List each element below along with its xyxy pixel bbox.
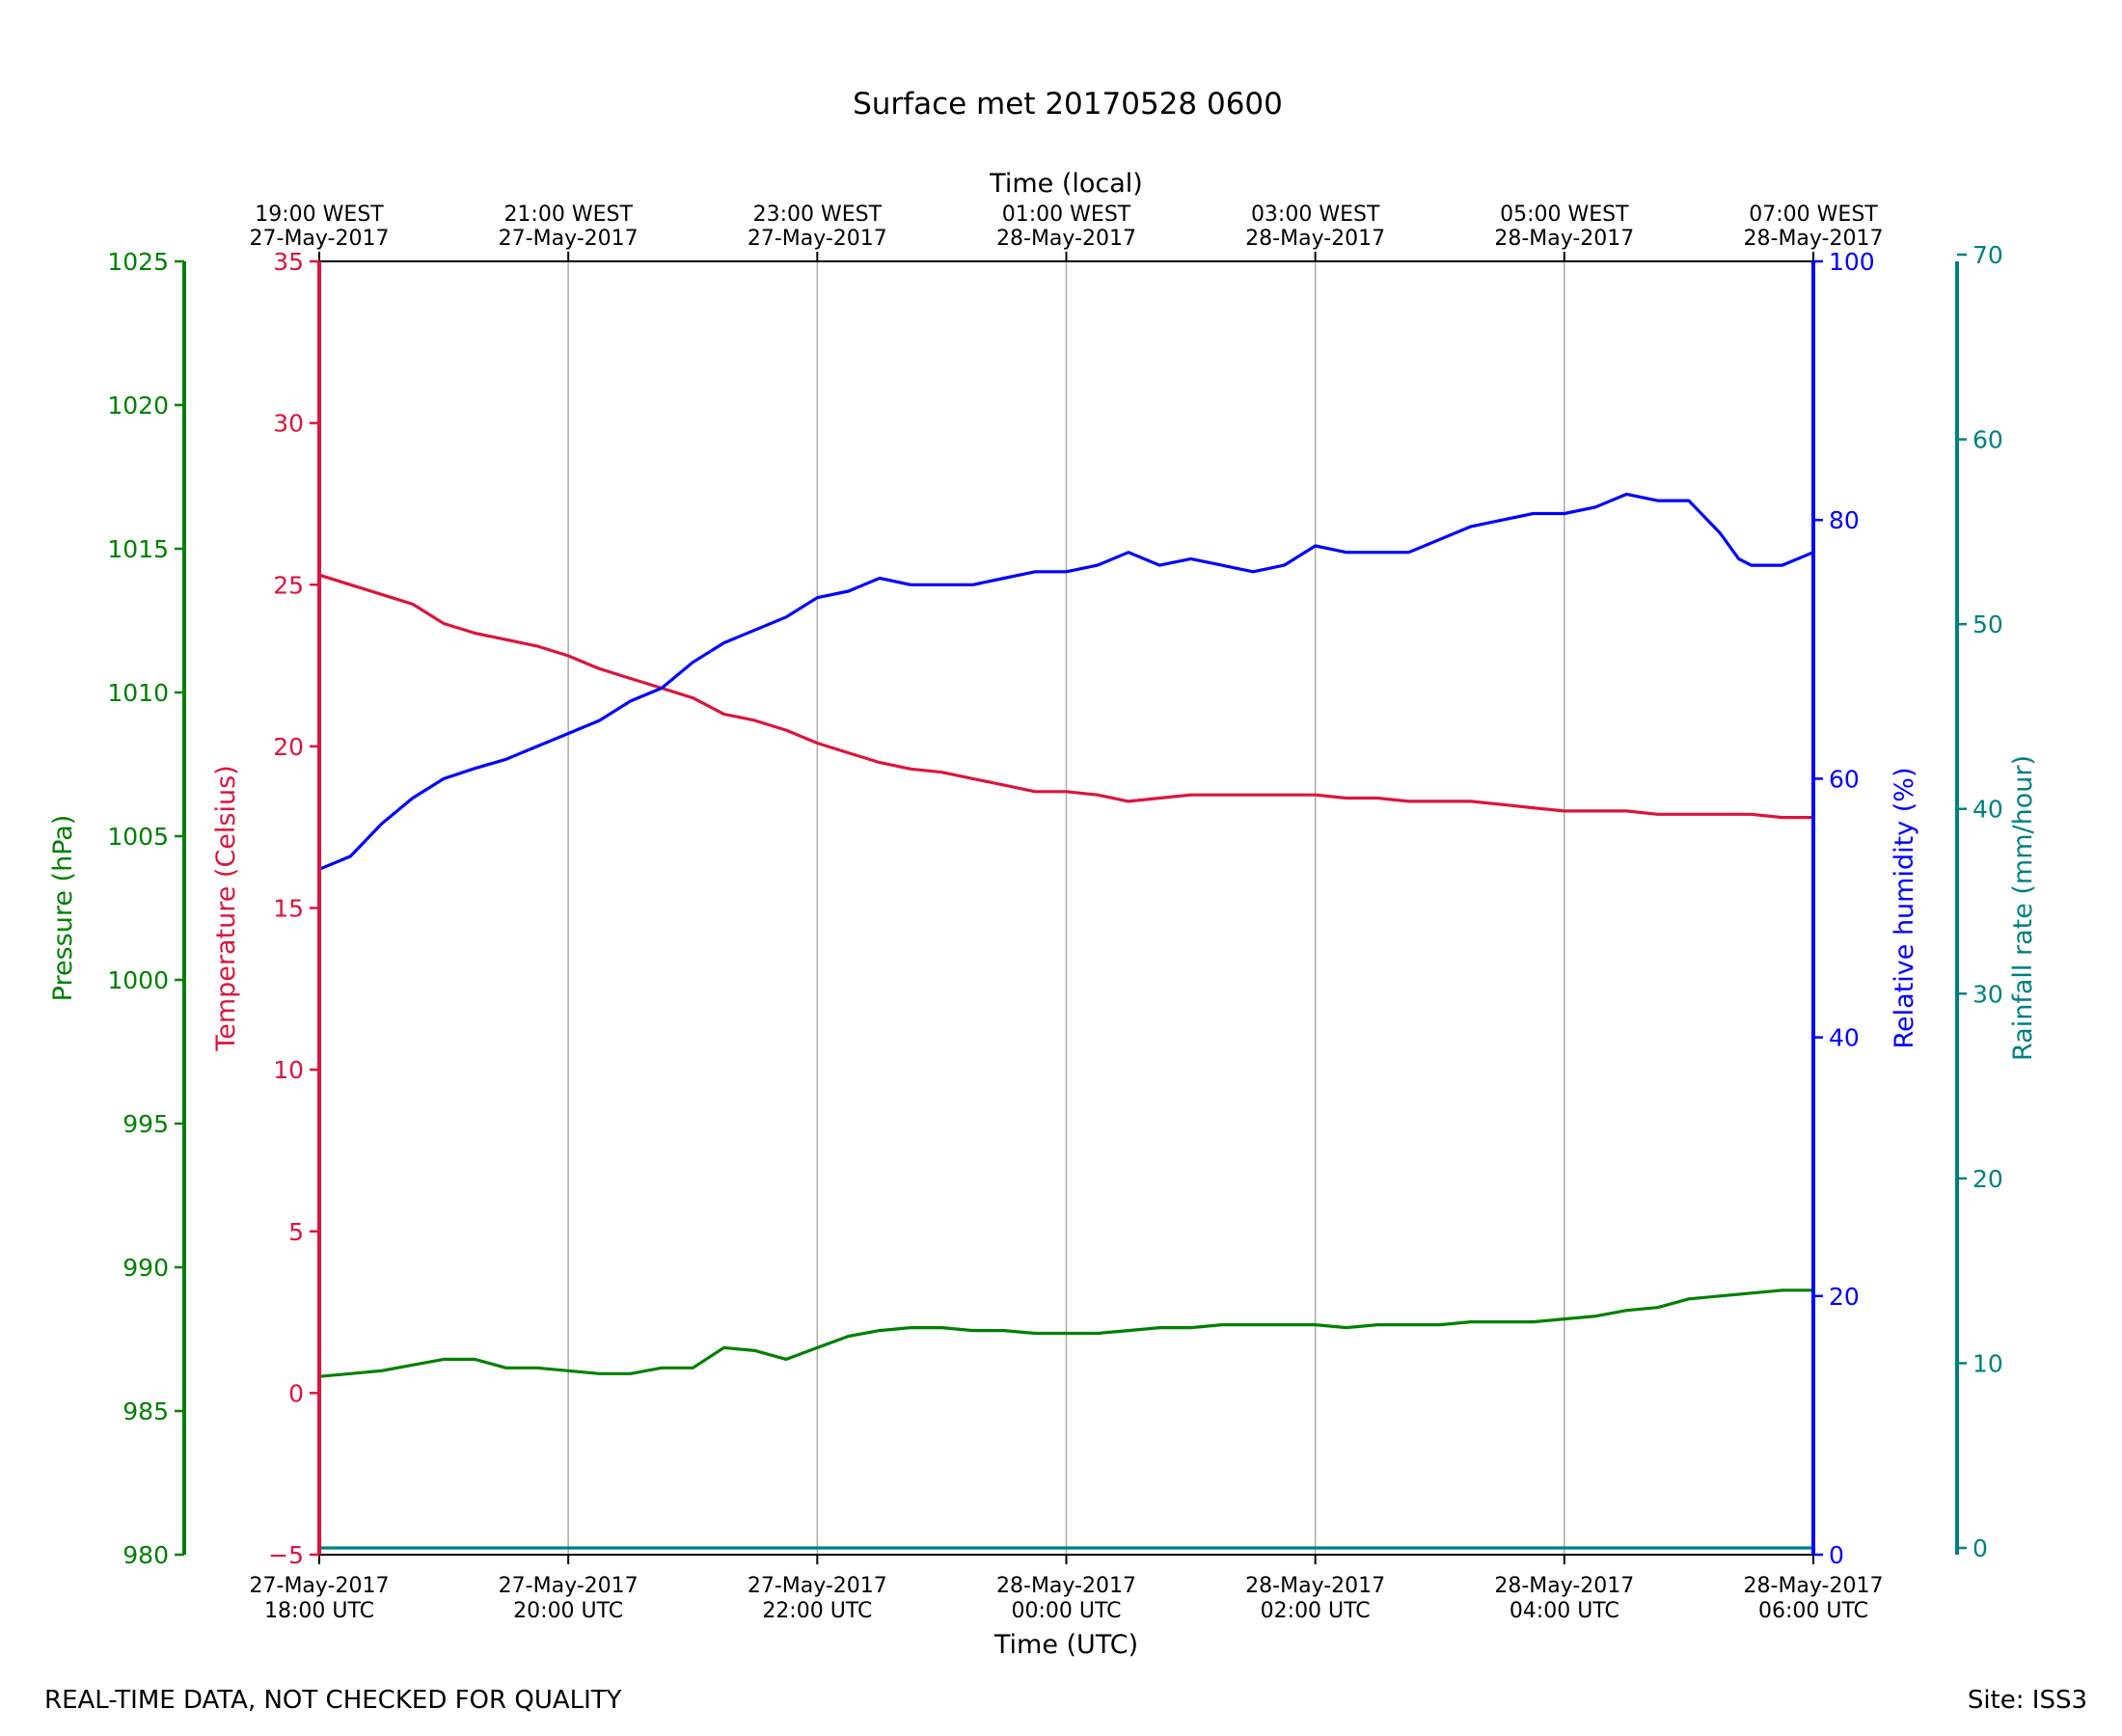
temperature-tick-label: 20 [273,733,304,761]
humidity-series-line [317,492,1815,871]
quality-disclaimer: REAL-TIME DATA, NOT CHECKED FOR QUALITY [44,1686,622,1715]
temperature-tick-label: −5 [268,1541,304,1569]
temperature-tick-label: 25 [273,571,304,599]
temperature-tick-label: 30 [273,410,304,438]
humidity-axis-label: Relative humidity (%) [1890,767,1919,1048]
rainfall-tick-label: 60 [1972,426,2003,454]
humidity-tick-label: 60 [1829,765,1860,793]
top-x-tick-label-date: 27-May-2017 [250,227,390,251]
pressure-tick-label: 1015 [107,535,169,563]
pressure-tick-label: 1005 [107,823,169,851]
temperature-tick-label: 15 [273,895,304,923]
series-layer [317,492,1815,1550]
x-tick-label-date: 28-May-2017 [1744,1574,1884,1598]
x-tick-label-date: 28-May-2017 [1245,1574,1385,1598]
temperature-tick-label: 35 [273,248,304,276]
humidity-tick-label: 40 [1829,1024,1860,1052]
temperature-series-line [317,573,1815,820]
x-tick-label-date: 28-May-2017 [1494,1574,1634,1598]
x-tick-label-time: 20:00 UTC [513,1599,623,1623]
top-x-tick-label-date: 28-May-2017 [1744,227,1884,251]
pressure-tick-label: 980 [122,1541,169,1569]
top-x-tick-label-time: 21:00 WEST [503,203,633,227]
x-tick-label-date: 28-May-2017 [996,1574,1136,1598]
rainfall-tick-label: 50 [1972,610,2003,638]
top-x-tick-label-date: 27-May-2017 [748,227,887,251]
temperature-tick-label: 0 [288,1379,304,1407]
rainfall-tick-label: 40 [1972,796,2003,824]
x-tick-label-date: 27-May-2017 [250,1574,390,1598]
rainfall-tick-label: 10 [1972,1349,2003,1377]
x-tick-label-time: 02:00 UTC [1261,1599,1371,1623]
temperature-tick-label: 5 [288,1218,304,1246]
top-x-axis-label: Time (local) [989,169,1143,199]
top-x-tick-label-time: 01:00 WEST [1002,203,1131,227]
humidity-tick-label: 100 [1829,248,1875,276]
x-tick-label-time: 00:00 UTC [1011,1599,1121,1623]
x-axis-label: Time (UTC) [993,1630,1138,1660]
pressure-tick-label: 1025 [107,248,169,276]
x-tick-label-date: 27-May-2017 [499,1574,639,1598]
x-tick-label-time: 06:00 UTC [1758,1599,1868,1623]
x-tick-label-date: 27-May-2017 [748,1574,887,1598]
top-x-tick-label-time: 19:00 WEST [255,203,384,227]
humidity-tick-label: 0 [1829,1541,1844,1569]
top-x-tick-label-time: 23:00 WEST [753,203,883,227]
top-x-tick-label-date: 28-May-2017 [1245,227,1385,251]
rainfall-tick-label: 30 [1972,980,2003,1008]
site-label: Site: ISS3 [1967,1686,2087,1715]
rainfall-tick-label: 20 [1972,1165,2003,1193]
x-tick-label-time: 18:00 UTC [264,1599,374,1623]
rainfall-tick-label: 70 [1972,241,2003,269]
top-x-tick-label-date: 27-May-2017 [499,227,639,251]
pressure-tick-label: 1010 [107,679,169,707]
x-tick-label-time: 22:00 UTC [762,1599,872,1623]
humidity-tick-label: 20 [1829,1283,1860,1311]
pressure-tick-label: 995 [122,1110,169,1138]
pressure-axis-label: Pressure (hPa) [48,815,78,1002]
top-x-tick-label-date: 28-May-2017 [1494,227,1634,251]
temperature-tick-label: 10 [273,1056,304,1084]
grid-layer [567,261,1565,1555]
humidity-tick-label: 80 [1829,506,1860,534]
chart-title: Surface met 20170528 0600 [853,87,1283,122]
top-x-tick-label-time: 07:00 WEST [1749,203,1878,227]
x-tick-label-time: 04:00 UTC [1510,1599,1619,1623]
top-x-tick-label-time: 03:00 WEST [1251,203,1380,227]
pressure-tick-label: 1000 [107,966,169,994]
rainfall-tick-label: 0 [1972,1534,1988,1562]
pressure-tick-label: 990 [122,1254,169,1282]
pressure-tick-label: 985 [122,1397,169,1425]
rainfall-axis-label: Rainfall rate (mm/hour) [2008,755,2038,1061]
pressure-tick-label: 1020 [107,392,169,420]
pressure-series-line [317,1288,1815,1378]
temperature-axis-label: Temperature (Celsius) [211,765,241,1051]
top-x-tick-label-date: 28-May-2017 [996,227,1136,251]
top-x-tick-label-time: 05:00 WEST [1500,203,1629,227]
